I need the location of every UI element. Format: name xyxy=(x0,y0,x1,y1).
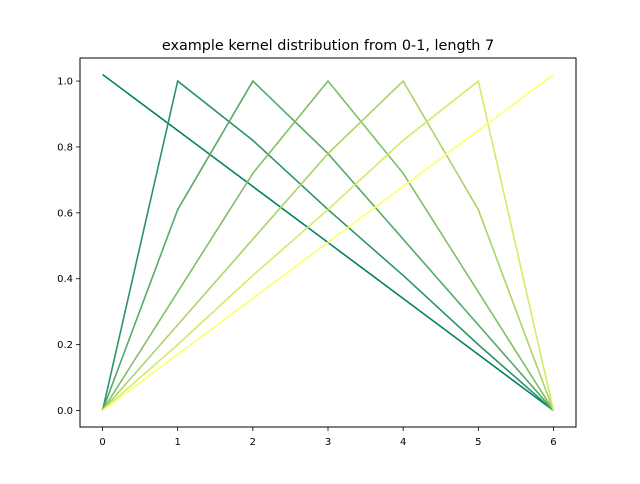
y-tick-label: 0.8 xyxy=(57,142,73,153)
x-tick-label: 5 xyxy=(475,437,481,448)
y-tick-label: 0.4 xyxy=(57,274,73,285)
y-tick-label: 0.0 xyxy=(57,406,73,417)
x-tick-label: 2 xyxy=(250,437,256,448)
x-tick-label: 0 xyxy=(99,437,105,448)
chart-title: example kernel distribution from 0-1, le… xyxy=(162,38,494,54)
x-tick-label: 4 xyxy=(400,437,406,448)
y-tick-label: 1.0 xyxy=(57,77,73,88)
ticks-layer: 0 1 2 3 4 5 6 0.0 0.2 0.4 0.6 0.8 1.0 xyxy=(57,77,557,448)
y-tick-label: 0.2 xyxy=(57,340,73,351)
x-tick-label: 6 xyxy=(550,437,556,448)
series-line-5 xyxy=(102,79,555,412)
plot-frame xyxy=(79,57,577,428)
y-tick-label: 0.6 xyxy=(57,208,73,219)
series-layer xyxy=(101,73,555,412)
series-line-6 xyxy=(102,73,554,412)
series-line-3 xyxy=(101,79,555,411)
x-tick-label: 1 xyxy=(175,437,181,448)
x-tick-label: 3 xyxy=(325,437,331,448)
series-line-4 xyxy=(101,79,555,412)
